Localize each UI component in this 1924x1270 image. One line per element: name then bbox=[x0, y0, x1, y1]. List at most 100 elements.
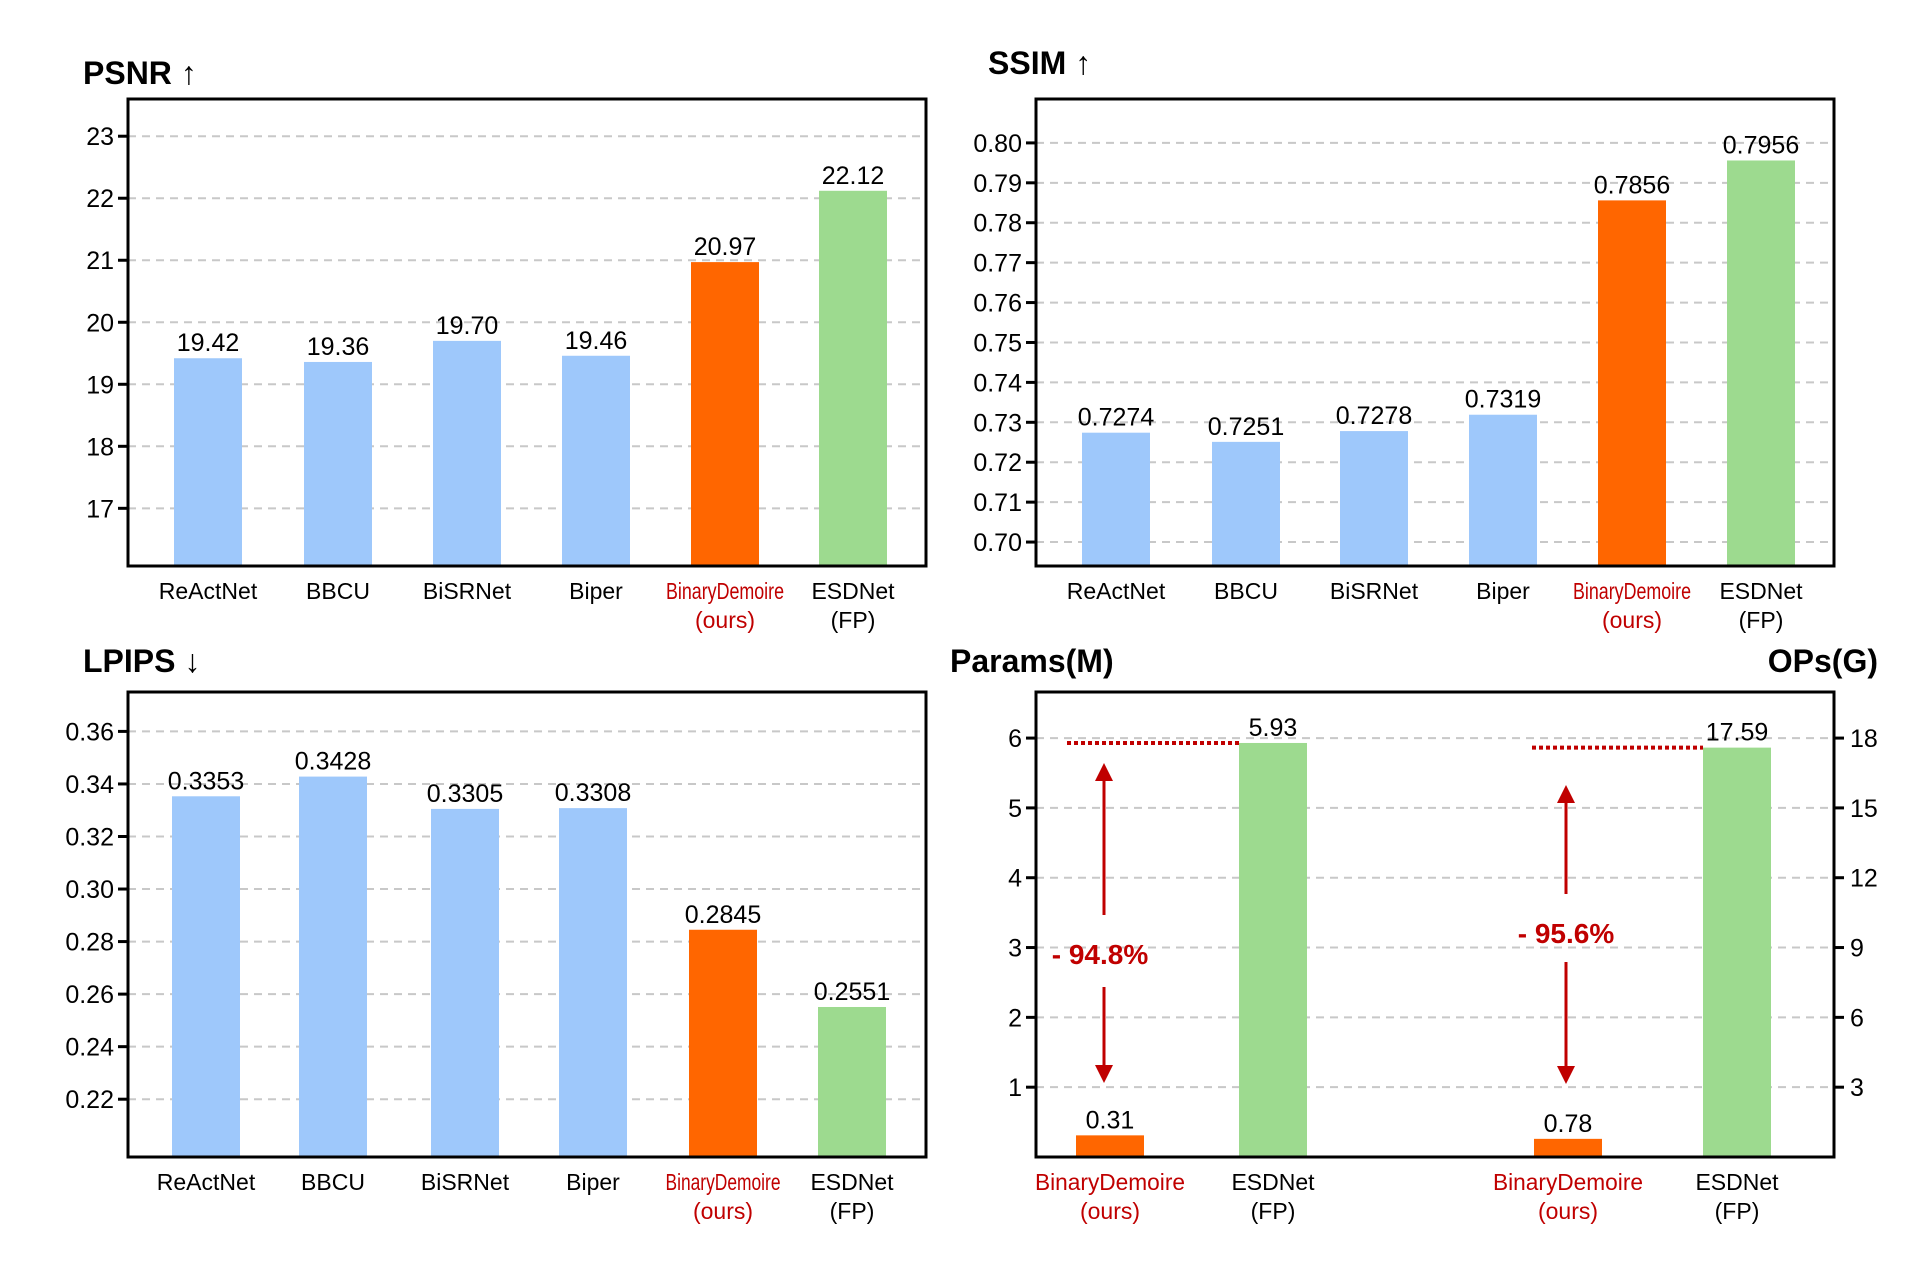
value-label: 0.7319 bbox=[1465, 386, 1541, 414]
category-label: BinaryDemoire bbox=[1573, 578, 1691, 604]
y-tick-label: 0.79 bbox=[973, 170, 1022, 198]
bar-ours bbox=[1598, 200, 1666, 566]
y-tick-label: 0.24 bbox=[65, 1034, 114, 1062]
y-tick-label: 0.30 bbox=[65, 876, 114, 904]
category-label: Biper bbox=[1476, 578, 1530, 604]
y-tick-label: 0.22 bbox=[65, 1086, 114, 1114]
bar-ours bbox=[691, 262, 759, 566]
bar-baseline bbox=[559, 808, 627, 1157]
chart-3: 1234563691215180.31BinaryDemoire(ours)5.… bbox=[1008, 690, 1878, 1224]
value-label: 0.31 bbox=[1086, 1106, 1135, 1134]
category-label: BiSRNet bbox=[1330, 578, 1419, 604]
params-title: Params(M) bbox=[950, 643, 1114, 679]
y-tick-label: 19 bbox=[86, 371, 114, 399]
psnr-title: PSNR ↑ bbox=[83, 55, 197, 91]
value-label: 19.70 bbox=[436, 312, 499, 340]
y-tick-label-right: 9 bbox=[1850, 935, 1864, 963]
value-label: 0.7251 bbox=[1208, 413, 1284, 441]
plot-frame bbox=[1034, 97, 1836, 568]
y-tick-label: 0.70 bbox=[973, 529, 1022, 557]
value-label: 0.3308 bbox=[555, 779, 631, 807]
y-tick-label: 4 bbox=[1008, 865, 1022, 893]
y-tick-label-right: 12 bbox=[1850, 865, 1878, 893]
y-tick-label: 0.76 bbox=[973, 290, 1022, 318]
y-tick-label: 0.78 bbox=[973, 210, 1022, 238]
y-tick-label: 20 bbox=[86, 309, 114, 337]
category-label: ESDNet bbox=[810, 1169, 894, 1195]
value-label: 22.12 bbox=[822, 162, 885, 190]
value-label: 0.7856 bbox=[1594, 171, 1670, 199]
category-label: Biper bbox=[569, 578, 623, 604]
category-label: ESDNet bbox=[1231, 1169, 1315, 1195]
bar-baseline bbox=[172, 796, 240, 1157]
value-label: 0.2845 bbox=[685, 901, 761, 929]
y-tick-label: 0.74 bbox=[973, 369, 1022, 397]
y-tick-label: 2 bbox=[1008, 1004, 1022, 1032]
bar-baseline bbox=[1469, 414, 1537, 566]
category-label: Biper bbox=[566, 1169, 620, 1195]
value-label: 20.97 bbox=[694, 233, 757, 261]
y-tick-label-right: 3 bbox=[1850, 1074, 1864, 1102]
chart-1: 0.70 0.71 0.72 0.73 0.74 0.75 0.76 0.77 0.78 0.79… bbox=[973, 97, 1836, 633]
y-tick-label: 5 bbox=[1008, 795, 1022, 823]
y-tick-label: 0.26 bbox=[65, 981, 114, 1009]
reduction-label: - 95.6% bbox=[1518, 918, 1615, 949]
y-tick-label: 18 bbox=[86, 433, 114, 461]
bar-baseline bbox=[433, 340, 501, 566]
y-tick-label: 0.36 bbox=[65, 718, 114, 746]
value-label: 19.46 bbox=[565, 327, 628, 355]
category-label: (ours) bbox=[695, 607, 755, 633]
y-tick-label: 22 bbox=[86, 185, 114, 213]
category-label: BinaryDemoire bbox=[1493, 1169, 1643, 1195]
bar-ours bbox=[689, 929, 757, 1157]
category-label: BBCU bbox=[1214, 578, 1278, 604]
y-tick-label: 1 bbox=[1008, 1074, 1022, 1102]
y-tick-label: 3 bbox=[1008, 935, 1022, 963]
category-label: (FP) bbox=[830, 1198, 875, 1224]
value-label: 0.7278 bbox=[1336, 402, 1412, 430]
category-label: BiSRNet bbox=[421, 1169, 510, 1195]
ops-title: OPs(G) bbox=[1768, 643, 1878, 679]
y-tick-label: 0.28 bbox=[65, 929, 114, 957]
bar-baseline bbox=[304, 361, 372, 566]
bar-baseline bbox=[562, 355, 630, 566]
bar-full_precision bbox=[819, 190, 887, 566]
bar-full_precision bbox=[818, 1006, 886, 1157]
bar-baseline bbox=[1340, 431, 1408, 566]
category-label: BiSRNet bbox=[423, 578, 512, 604]
category-label: BinaryDemoire bbox=[666, 578, 784, 604]
value-label: 0.78 bbox=[1544, 1110, 1593, 1138]
value-label: 17.59 bbox=[1706, 719, 1769, 747]
value-label: 0.7956 bbox=[1723, 131, 1799, 159]
value-label: 0.3428 bbox=[295, 748, 371, 776]
y-tick-label: 0.34 bbox=[65, 771, 114, 799]
bar-full_precision bbox=[1727, 160, 1795, 566]
chart-2: 0.22 0.24 0.26 0.28 0.30 0.32 0.34 0.36 0.3353 Re… bbox=[65, 690, 928, 1224]
category-label: (ours) bbox=[1602, 607, 1662, 633]
bar-baseline bbox=[1082, 432, 1150, 566]
y-tick-label: 23 bbox=[86, 123, 114, 151]
value-label: 19.36 bbox=[307, 333, 370, 361]
category-label: BBCU bbox=[301, 1169, 365, 1195]
category-label: ReActNet bbox=[159, 578, 258, 604]
bar-ours bbox=[1534, 1138, 1602, 1157]
y-tick-label-right: 15 bbox=[1850, 795, 1878, 823]
category-label: ReActNet bbox=[1067, 578, 1166, 604]
bar-baseline bbox=[1212, 441, 1280, 566]
value-label: 0.3305 bbox=[427, 780, 503, 808]
plot-frame bbox=[126, 690, 928, 1159]
value-label: 0.2551 bbox=[814, 978, 890, 1006]
category-label: ESDNet bbox=[811, 578, 895, 604]
charts: 1718192021222319.42ReActNet19.36BBCU19.7… bbox=[65, 97, 1878, 1224]
y-tick-label: 17 bbox=[86, 495, 114, 523]
y-tick-label: 6 bbox=[1008, 725, 1022, 753]
y-tick-label: 0.72 bbox=[973, 449, 1022, 477]
bar-baseline bbox=[174, 358, 242, 566]
category-label: BinaryDemoire bbox=[666, 1169, 781, 1195]
category-label: (ours) bbox=[1538, 1198, 1598, 1224]
y-tick-label-right: 18 bbox=[1850, 725, 1878, 753]
category-label: BinaryDemoire bbox=[1035, 1169, 1185, 1195]
category-label: (FP) bbox=[1715, 1198, 1760, 1224]
y-tick-label: 0.71 bbox=[973, 489, 1022, 517]
